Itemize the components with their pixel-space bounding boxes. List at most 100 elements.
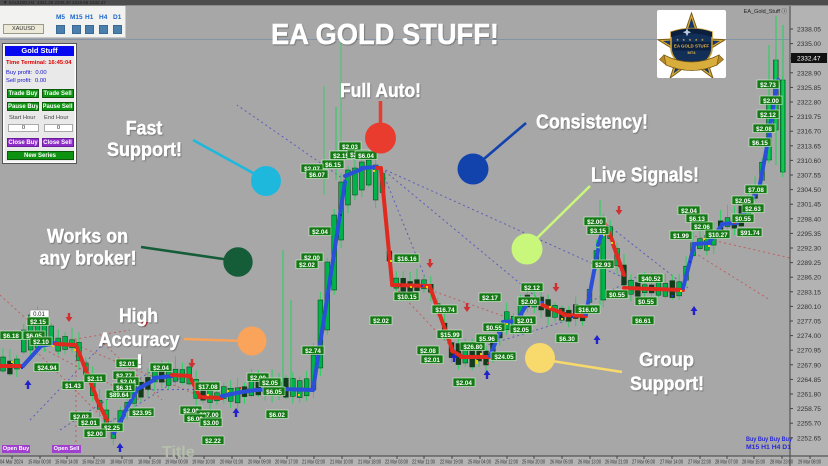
svg-text:2335.00: 2335.00 <box>797 42 822 48</box>
svg-text:21 Mar 10:00: 21 Mar 10:00 <box>330 460 353 466</box>
svg-text:2310.60: 2310.60 <box>797 159 822 165</box>
svg-text:$2.01: $2.01 <box>81 420 97 427</box>
svg-text:2292.30: 2292.30 <box>797 247 822 253</box>
svg-text:$27.00: $27.00 <box>199 412 219 419</box>
svg-text:Support!: Support! <box>107 140 182 161</box>
svg-text:$3.00: $3.00 <box>203 420 219 427</box>
svg-text:21 Mar 02:00: 21 Mar 02:00 <box>302 460 325 466</box>
svg-text:0.01: 0.01 <box>33 312 45 318</box>
svg-text:2322.80: 2322.80 <box>797 101 822 107</box>
svg-text:2301.45: 2301.45 <box>797 203 822 209</box>
svg-text:$1.99: $1.99 <box>673 233 689 240</box>
svg-text:$0.55: $0.55 <box>609 292 625 299</box>
svg-text:$24.94: $24.94 <box>37 365 57 372</box>
svg-text:M15 H1 H4 D1: M15 H1 H4 D1 <box>746 444 791 451</box>
svg-text:27 Mar 14:00: 27 Mar 14:00 <box>660 460 683 466</box>
svg-text:Live Signals!: Live Signals! <box>591 165 699 187</box>
svg-text:$2.00: $2.00 <box>250 375 266 382</box>
svg-text:$2.01: $2.01 <box>424 357 440 364</box>
svg-text:2316.70: 2316.70 <box>797 130 822 136</box>
svg-text:25 Mar 04:00: 25 Mar 04:00 <box>468 460 491 466</box>
svg-text:$2.04: $2.04 <box>456 380 472 387</box>
svg-text:Consistency!: Consistency! <box>536 112 648 134</box>
svg-text:$2.00: $2.00 <box>587 219 603 226</box>
svg-text:EA GOLD STUFF!: EA GOLD STUFF! <box>271 19 499 51</box>
svg-text:$6.07: $6.07 <box>309 172 325 179</box>
svg-text:28 Mar 07:00: 28 Mar 07:00 <box>715 460 738 466</box>
svg-text:2264.85: 2264.85 <box>797 378 822 384</box>
svg-text:2270.95: 2270.95 <box>797 349 822 355</box>
svg-text:28 Mar 23:00: 28 Mar 23:00 <box>770 460 793 466</box>
svg-text:Title: Title <box>162 444 195 461</box>
svg-text:2274.00: 2274.00 <box>797 334 822 340</box>
svg-text:$2.06: $2.06 <box>694 224 710 231</box>
svg-text:$0.55: $0.55 <box>735 216 751 223</box>
svg-text:EA GOLD STUFF: EA GOLD STUFF <box>674 44 710 49</box>
svg-text:$5.96: $5.96 <box>479 336 495 343</box>
svg-text:$6.04: $6.04 <box>358 153 374 160</box>
svg-text:MT4: MT4 <box>688 50 697 55</box>
svg-text:$2.04: $2.04 <box>312 229 328 236</box>
svg-text:22 Mar 19:00: 22 Mar 19:00 <box>440 460 463 466</box>
svg-text:$6.30: $6.30 <box>559 336 575 343</box>
svg-text:$2.01: $2.01 <box>119 361 135 368</box>
svg-text:27 Mar 06:00: 27 Mar 06:00 <box>632 460 655 466</box>
svg-text:2298.40: 2298.40 <box>797 217 822 223</box>
svg-text:$2.08: $2.08 <box>420 348 436 355</box>
svg-text:$2.15: $2.15 <box>333 153 349 160</box>
svg-text:2338.05: 2338.05 <box>797 28 822 34</box>
svg-text:$6.31: $6.31 <box>116 385 132 392</box>
svg-text:$23.95: $23.95 <box>132 410 152 417</box>
svg-text:2289.25: 2289.25 <box>797 261 822 267</box>
svg-text:$2.77: $2.77 <box>116 373 132 380</box>
svg-text:21 Mar 18:00: 21 Mar 18:00 <box>358 460 381 466</box>
svg-text:$2.04: $2.04 <box>153 365 169 372</box>
svg-text:Works on: Works on <box>47 227 128 248</box>
svg-text:19 Mar 10:00: 19 Mar 10:00 <box>192 460 215 466</box>
svg-text:15 Mar 14:00: 15 Mar 14:00 <box>55 460 78 466</box>
svg-text:20 Mar 01:00: 20 Mar 01:00 <box>220 460 243 466</box>
svg-text:$16.16: $16.16 <box>397 256 417 263</box>
svg-text:2295.35: 2295.35 <box>797 232 822 238</box>
svg-text:$2.10: $2.10 <box>33 339 49 346</box>
svg-text:$2.63: $2.63 <box>745 206 761 213</box>
svg-text:2255.70: 2255.70 <box>797 422 822 428</box>
svg-text:15 Mar 00:00: 15 Mar 00:00 <box>28 460 51 466</box>
svg-text:$6.13: $6.13 <box>689 216 705 223</box>
svg-text:$2.00: $2.00 <box>87 431 103 438</box>
svg-text:22 Mar 03:00: 22 Mar 03:00 <box>385 460 408 466</box>
svg-text:Full Auto!: Full Auto! <box>340 81 421 102</box>
svg-text:any broker!: any broker! <box>40 249 137 270</box>
svg-text:$89.64: $89.64 <box>109 392 129 399</box>
svg-text:$2.03: $2.03 <box>342 144 358 151</box>
svg-text:26 Mar 21:00: 26 Mar 21:00 <box>605 460 628 466</box>
svg-text:2277.05: 2277.05 <box>797 320 822 326</box>
svg-text:2325.85: 2325.85 <box>797 86 822 92</box>
svg-text:2267.90: 2267.90 <box>797 363 822 369</box>
svg-text:$6.05: $6.05 <box>266 389 282 396</box>
svg-text:$1.43: $1.43 <box>65 383 81 390</box>
svg-text:$10.15: $10.15 <box>397 294 417 301</box>
svg-text:2258.75: 2258.75 <box>797 407 822 413</box>
svg-text:22 Mar 11:00: 22 Mar 11:00 <box>412 460 435 466</box>
svg-text:$2.22: $2.22 <box>205 438 221 445</box>
svg-text:$2.02: $2.02 <box>373 318 389 325</box>
svg-text:$2.04: $2.04 <box>681 208 697 215</box>
svg-text:$2.12: $2.12 <box>760 112 776 119</box>
svg-text:2280.10: 2280.10 <box>797 305 822 311</box>
svg-text:$2.73: $2.73 <box>760 82 776 89</box>
svg-text:$16.00: $16.00 <box>578 307 598 314</box>
svg-text:$2.07: $2.07 <box>304 166 320 173</box>
svg-text:25 Mar 20:00: 25 Mar 20:00 <box>522 460 545 466</box>
svg-text:2304.50: 2304.50 <box>797 188 822 194</box>
svg-text:15 Mar 22:00: 15 Mar 22:00 <box>82 460 105 466</box>
svg-text:$6.15: $6.15 <box>325 162 341 169</box>
svg-text:★★★★★: ★★★★★ <box>676 38 707 42</box>
svg-text:$2.02: $2.02 <box>299 262 315 269</box>
svg-text:$2.05: $2.05 <box>513 327 529 334</box>
svg-text:$2.74: $2.74 <box>305 348 321 355</box>
svg-text:$2.15: $2.15 <box>30 319 46 326</box>
svg-text:Fast: Fast <box>126 119 163 140</box>
svg-text:25 Mar 12:00: 25 Mar 12:00 <box>495 460 518 466</box>
svg-text:Buy Buy Buy Buy: Buy Buy Buy Buy <box>746 436 792 443</box>
